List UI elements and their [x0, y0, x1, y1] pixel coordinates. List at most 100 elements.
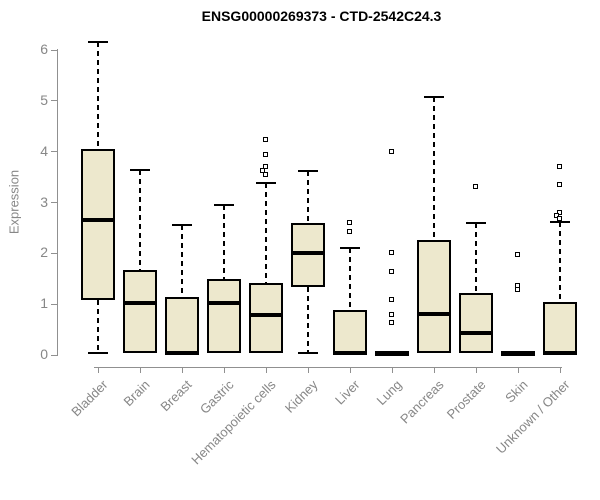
- outlier-point-lung: [389, 249, 394, 255]
- whisker-upper-gastric: [223, 205, 225, 279]
- median-line-liver: [333, 350, 367, 355]
- box-prostate: [459, 292, 493, 354]
- x-tick: [265, 367, 267, 373]
- y-tick: [51, 354, 57, 356]
- outlier-point-skin: [515, 251, 520, 257]
- y-tick: [51, 202, 57, 203]
- box-liver: [333, 309, 367, 354]
- whisker-cap-high-hematopoietic-cells: [256, 182, 276, 185]
- y-tick: [51, 303, 57, 305]
- whisker-cap-low-kidney: [298, 351, 318, 354]
- x-tick-label: Unknown / Other: [493, 377, 573, 457]
- median-line-brain: [123, 301, 157, 306]
- y-tick-label: 1: [40, 295, 48, 312]
- outlier-point-hematopoietic-cells: [263, 163, 268, 169]
- outlier-point-prostate: [473, 184, 478, 190]
- outlier-point-unknown-other: [557, 215, 562, 221]
- box-unknown-other: [543, 302, 577, 354]
- y-tick: [51, 252, 57, 254]
- y-tick-label: 4: [40, 142, 48, 159]
- outlier-point-unknown-other: [554, 212, 559, 218]
- outlier-point-liver: [347, 219, 352, 225]
- y-tick-label: 2: [40, 244, 48, 261]
- x-tick-label: Lung: [373, 377, 405, 409]
- whisker-cap-high-brain: [130, 169, 150, 172]
- outlier-point-hematopoietic-cells: [263, 152, 268, 158]
- median-line-lung: [375, 350, 409, 355]
- median-line-kidney: [291, 250, 325, 255]
- x-tick: [391, 367, 393, 373]
- outlier-point-lung: [389, 269, 394, 275]
- median-line-bladder: [81, 217, 115, 222]
- x-tick-label: Bladder: [68, 377, 111, 420]
- x-tick: [517, 367, 519, 373]
- box-breast: [165, 296, 199, 354]
- outlier-point-hematopoietic-cells: [260, 167, 265, 173]
- whisker-cap-high-breast: [172, 223, 192, 226]
- x-tick: [223, 367, 225, 373]
- x-tick-label: Breast: [157, 377, 195, 415]
- x-tick: [433, 367, 435, 373]
- whisker-upper-hematopoietic-cells: [265, 183, 267, 283]
- whisker-lower-bladder: [97, 300, 99, 353]
- x-tick-label: Brain: [120, 377, 153, 410]
- y-tick-label: 6: [40, 41, 48, 57]
- outlier-point-lung: [389, 312, 394, 318]
- y-tick-label: 3: [40, 193, 48, 210]
- median-line-pancreas: [417, 312, 451, 317]
- x-tick-label: Kidney: [281, 377, 321, 416]
- outlier-point-lung: [389, 297, 394, 303]
- whisker-upper-prostate: [475, 222, 477, 293]
- outlier-point-unknown-other: [557, 163, 562, 169]
- median-line-breast: [165, 350, 199, 355]
- chart-title: ENSG00000269373 - CTD-2542C24.3: [201, 8, 442, 24]
- whisker-upper-brain: [139, 170, 141, 270]
- whisker-cap-low-bladder: [88, 351, 108, 354]
- box-bladder: [81, 148, 115, 301]
- outlier-point-hematopoietic-cells: [263, 137, 268, 143]
- x-tick-label: Pancreas: [397, 377, 447, 427]
- y-tick: [51, 100, 57, 102]
- outlier-point-lung: [389, 320, 394, 326]
- box-pancreas: [417, 240, 451, 353]
- whisker-cap-high-pancreas: [424, 96, 444, 99]
- x-tick: [475, 367, 477, 373]
- outlier-point-skin: [515, 286, 520, 292]
- outlier-point-unknown-other: [557, 209, 562, 215]
- x-tick-label: Liver: [332, 377, 363, 408]
- outlier-point-lung: [389, 149, 394, 155]
- whisker-upper-liver: [349, 248, 351, 310]
- x-tick: [559, 367, 561, 373]
- median-line-hematopoietic-cells: [249, 313, 283, 318]
- whisker-upper-pancreas: [433, 97, 435, 241]
- whisker-upper-bladder: [97, 42, 99, 149]
- y-tick-label: 0: [40, 346, 48, 362]
- box-kidney: [291, 222, 325, 287]
- whisker-upper-breast: [181, 224, 183, 297]
- whisker-lower-kidney: [307, 286, 309, 353]
- whisker-cap-high-unknown-other: [550, 220, 570, 223]
- x-tick-label: Gastric: [196, 377, 237, 417]
- x-tick: [139, 367, 141, 373]
- whisker-cap-high-bladder: [88, 41, 108, 44]
- x-tick: [349, 367, 351, 373]
- outlier-point-unknown-other: [557, 181, 562, 187]
- box-gastric: [207, 278, 241, 353]
- whisker-cap-high-prostate: [466, 221, 486, 224]
- y-axis-line: [57, 49, 58, 356]
- median-line-unknown-other: [543, 350, 577, 355]
- x-tick: [181, 367, 183, 373]
- median-line-skin: [501, 350, 535, 355]
- x-tick: [307, 367, 309, 373]
- whisker-cap-high-kidney: [298, 169, 318, 172]
- y-tick: [51, 49, 57, 51]
- x-axis-line: [94, 367, 562, 368]
- outlier-point-liver: [347, 228, 352, 234]
- box-hematopoietic-cells: [249, 282, 283, 354]
- whisker-upper-kidney: [307, 170, 309, 223]
- whisker-upper-unknown-other: [559, 221, 561, 303]
- x-tick-label: Prostate: [443, 377, 489, 422]
- box-brain: [123, 269, 157, 353]
- x-tick: [97, 367, 99, 373]
